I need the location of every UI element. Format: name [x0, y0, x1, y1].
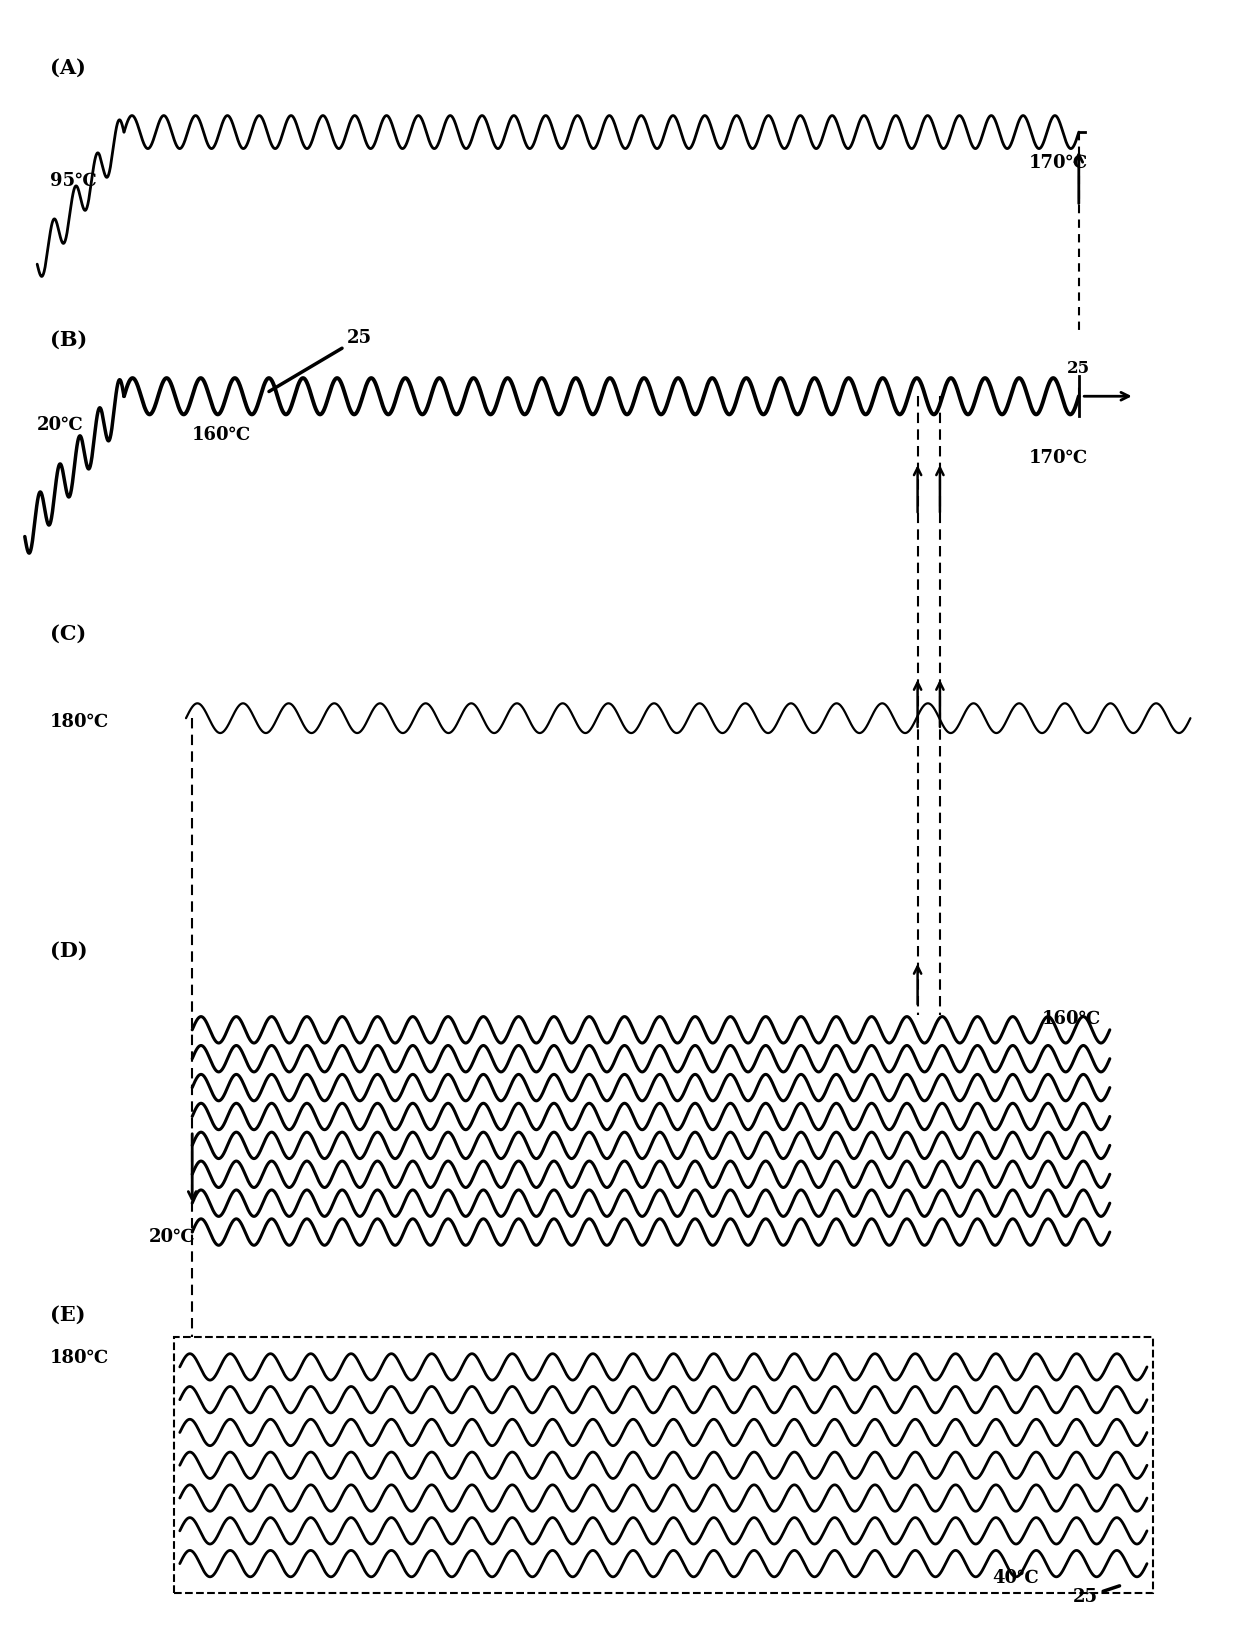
- Text: 95℃: 95℃: [50, 172, 97, 190]
- Text: (E): (E): [50, 1304, 86, 1324]
- Bar: [174, 1337, 1153, 1593]
- Text: (C): (C): [50, 624, 86, 644]
- Text: (B): (B): [50, 330, 87, 350]
- Text: 20℃: 20℃: [37, 416, 84, 434]
- Text: 160℃: 160℃: [1042, 1010, 1101, 1029]
- Text: 40℃: 40℃: [992, 1568, 1039, 1587]
- Text: 25: 25: [1073, 1587, 1120, 1606]
- Text: 25: 25: [1066, 360, 1090, 376]
- Text: (A): (A): [50, 58, 86, 78]
- Text: 160℃: 160℃: [192, 426, 252, 444]
- Text: 180℃: 180℃: [50, 1349, 109, 1367]
- Text: 20℃: 20℃: [149, 1228, 196, 1247]
- Text: 25: 25: [269, 329, 372, 391]
- Text: 170℃: 170℃: [1029, 449, 1089, 467]
- Text: 180℃: 180℃: [50, 713, 109, 731]
- Text: 170℃: 170℃: [1029, 154, 1089, 172]
- Text: (D): (D): [50, 941, 87, 961]
